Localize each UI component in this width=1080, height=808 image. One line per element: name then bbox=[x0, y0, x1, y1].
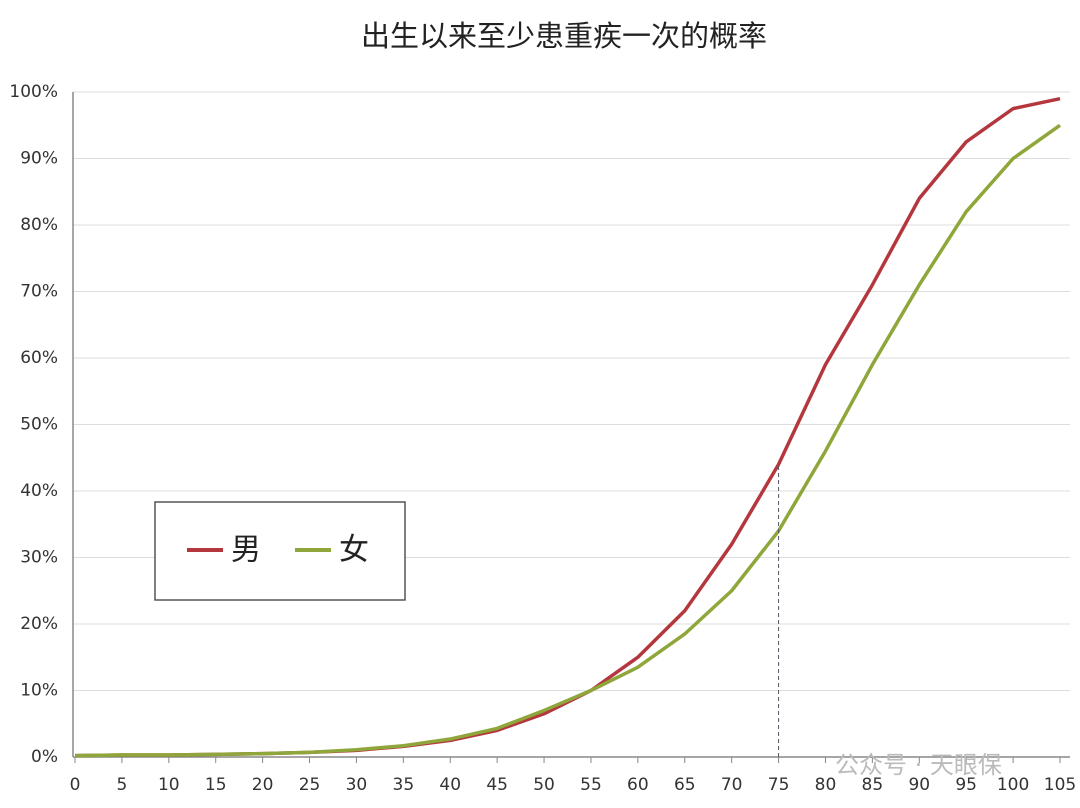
x-tick-label: 30 bbox=[346, 775, 368, 795]
x-tick-label: 75 bbox=[768, 775, 790, 795]
x-tick-label: 80 bbox=[815, 775, 837, 795]
watermark: 公众号 · 天眼保 bbox=[835, 751, 1002, 779]
y-tick-label: 50% bbox=[20, 415, 58, 435]
x-tick-label: 5 bbox=[116, 775, 127, 795]
x-tick-label: 40 bbox=[439, 775, 461, 795]
y-tick-label: 0% bbox=[31, 747, 58, 767]
y-tick-label: 90% bbox=[20, 149, 58, 169]
y-tick-label: 60% bbox=[20, 348, 58, 368]
x-tick-label: 85 bbox=[862, 775, 884, 795]
y-tick-label: 100% bbox=[9, 82, 58, 102]
x-tick-label: 105 bbox=[1044, 775, 1076, 795]
legend-label: 男 bbox=[231, 533, 261, 568]
x-tick-label: 20 bbox=[252, 775, 274, 795]
x-tick-label: 90 bbox=[908, 775, 930, 795]
x-tick-label: 60 bbox=[627, 775, 649, 795]
x-tick-label: 25 bbox=[299, 775, 321, 795]
chart-title: 出生以来至少患重疾一次的概率 bbox=[361, 19, 767, 53]
x-tick-label: 70 bbox=[721, 775, 743, 795]
x-tick-label: 95 bbox=[955, 775, 977, 795]
x-tick-label: 35 bbox=[393, 775, 415, 795]
legend-label: 女 bbox=[339, 533, 369, 568]
y-tick-label: 20% bbox=[20, 614, 58, 634]
series-line bbox=[74, 123, 1062, 758]
x-tick-label: 0 bbox=[70, 775, 81, 795]
x-tick-label: 15 bbox=[205, 775, 227, 795]
x-tick-label: 100 bbox=[997, 775, 1029, 795]
y-tick-label: 80% bbox=[20, 215, 58, 235]
y-tick-label: 30% bbox=[20, 548, 58, 568]
y-tick-label: 70% bbox=[20, 282, 58, 302]
y-tick-label: 40% bbox=[20, 481, 58, 501]
x-tick-label: 65 bbox=[674, 775, 696, 795]
x-tick-label: 10 bbox=[158, 775, 180, 795]
x-tick-label: 50 bbox=[533, 775, 555, 795]
x-tick-label: 55 bbox=[580, 775, 602, 795]
y-tick-label: 10% bbox=[20, 681, 58, 701]
x-tick-label: 45 bbox=[486, 775, 508, 795]
series-line bbox=[74, 96, 1061, 758]
